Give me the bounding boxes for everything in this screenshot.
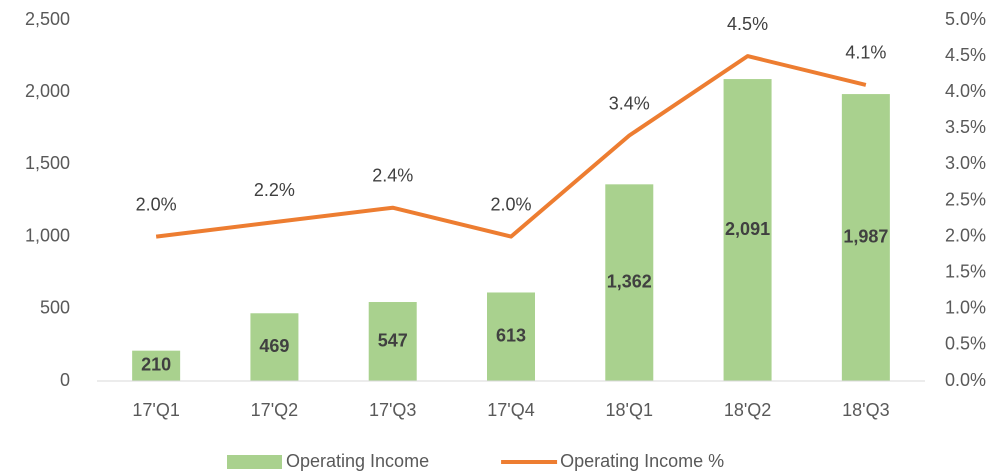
y2-tick-label: 2.0% [945,225,986,245]
y2-tick-label: 5.0% [945,9,986,29]
bar-label: 469 [259,336,289,356]
bar [723,79,772,381]
line-label: 4.1% [845,43,886,63]
x-tick-label: 17'Q2 [251,400,298,420]
legend-label: Operating Income [286,451,429,471]
y2-tick-label: 0.0% [945,370,986,390]
y2-tick-label: 0.5% [945,334,986,354]
x-tick-label: 17'Q4 [487,400,534,420]
y-tick-label: 1,500 [25,153,70,173]
y-tick-label: 0 [60,370,70,390]
x-tick-label: 18'Q3 [842,400,889,420]
y-tick-label: 1,000 [25,225,70,245]
y2-tick-label: 1.0% [945,298,986,318]
x-tick-label: 17'Q1 [132,400,179,420]
line-label: 2.0% [490,194,531,214]
y-tick-label: 2,000 [25,81,70,101]
line-label: 3.4% [609,93,650,113]
y2-tick-label: 3.5% [945,117,986,137]
y2-tick-label: 2.5% [945,189,986,209]
x-tick-label: 17'Q3 [369,400,416,420]
bar-label: 1,362 [607,271,652,291]
legend-label: Operating Income % [560,451,724,471]
bar [487,292,535,381]
bar-label: 547 [378,330,408,350]
y2-tick-label: 1.5% [945,261,986,281]
line-label: 2.4% [372,165,413,185]
line-label: 2.0% [136,194,177,214]
bar-label: 1,987 [843,226,888,246]
bar [605,184,654,381]
bar-label: 210 [141,355,171,375]
bar [250,313,299,381]
bar-label: 613 [496,325,526,345]
y-tick-label: 500 [40,298,70,318]
bar [368,302,417,381]
bar-label: 2,091 [725,219,770,239]
y2-tick-label: 4.0% [945,81,986,101]
bar [841,94,890,381]
x-tick-label: 18'Q1 [606,400,653,420]
line [155,54,867,239]
line-label: 2.2% [254,180,295,200]
y2-tick-label: 3.0% [945,153,986,173]
legend-swatch [227,455,282,469]
line-label: 4.5% [727,14,768,34]
y-tick-label: 2,500 [25,9,70,29]
bar [132,350,181,381]
y2-tick-label: 4.5% [945,45,986,65]
x-tick-label: 18'Q2 [724,400,771,420]
